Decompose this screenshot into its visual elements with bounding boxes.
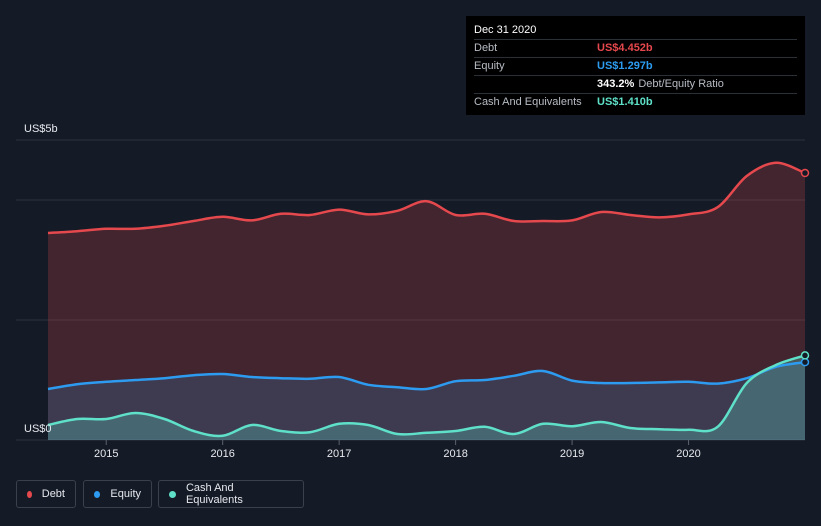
tooltip-row-cash: Cash And Equivalents US$1.410b [474,93,797,111]
x-tick-label: 2020 [676,448,700,460]
equity-line [47,360,806,391]
equity-end-point [800,357,810,367]
cash-legend-dot [169,490,176,498]
tooltip-cash-label: Cash And Equivalents [474,96,582,108]
legend-item-equity[interactable]: Equity [83,480,152,508]
y-axis-top-label: US$5b [24,123,58,135]
grid [16,139,805,441]
legend-cash-label: Cash And Equivalents [185,482,243,506]
equity-area [48,362,805,440]
x-tick-label: 2018 [443,448,467,460]
cash-and-equivalents-area [48,355,805,440]
legend-equity-label: Equity [110,488,141,500]
tooltip-equity-value: US$1.297b [597,60,653,72]
x-tick-label: 2017 [327,448,351,460]
x-tick-label: 2016 [210,448,234,460]
tooltip-row-debt: Debt US$4.452b [474,39,797,57]
debt-legend-dot [27,490,32,498]
y-axis-bottom-label: US$0 [24,423,52,435]
series-areas [48,162,805,440]
tooltip-row-equity: Equity US$1.297b [474,57,797,75]
x-tick-label: 2019 [560,448,584,460]
x-tick-label: 2015 [94,448,118,460]
legend-item-cash[interactable]: Cash And Equivalents [158,480,304,508]
legend-item-debt[interactable]: Debt [16,480,76,508]
debt-end-point [800,168,810,178]
debt-line [47,161,806,235]
cash-and-equivalents-end-point [800,351,810,360]
legend-debt-label: Debt [41,488,65,500]
tooltip-cash-value: US$1.410b [597,96,653,108]
series-lines [47,161,810,438]
debt-area [48,162,805,440]
tooltip: Dec 31 2020 Debt US$4.452b Equity US$1.2… [466,16,805,115]
tooltip-date: Dec 31 2020 [474,24,537,36]
tooltip-ratio-value: 343.2% [597,78,635,90]
tooltip-row-ratio: 343.2% Debt/Equity Ratio [474,75,797,93]
x-axis-ticks: 2015 2016 2017 2018 2019 2020 [94,440,701,460]
tooltip-debt-value: US$4.452b [597,42,653,54]
tooltip-equity-label: Equity [474,60,505,72]
cash-and-equivalents-line [47,354,806,438]
tooltip-debt-label: Debt [474,42,498,54]
equity-legend-dot [94,490,101,498]
tooltip-ratio-label: Debt/Equity Ratio [638,78,724,90]
